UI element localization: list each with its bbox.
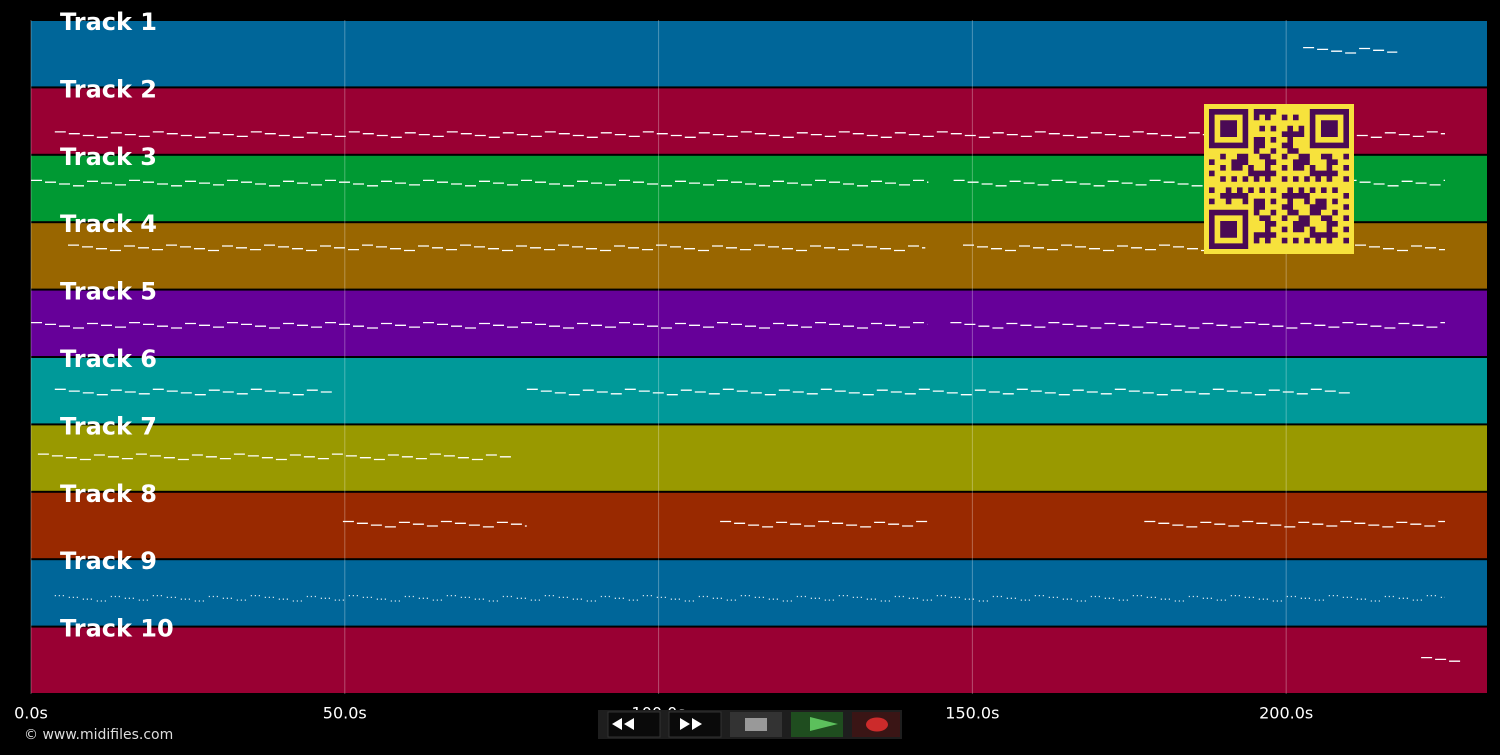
track-label: Track 8 — [60, 480, 157, 508]
copyright: © www.midifiles.com — [24, 727, 173, 743]
track-lane — [31, 358, 1487, 424]
grid — [30, 20, 1287, 694]
track-lane — [31, 425, 1487, 491]
notes — [31, 46, 1461, 662]
note-run — [31, 321, 928, 329]
forward-button[interactable] — [668, 711, 722, 738]
transport-controls — [598, 710, 902, 739]
note-run — [1144, 520, 1445, 528]
track-labels: Track 1 Track 2 Track 3 Track 4 Track 5 Track… — [60, 8, 174, 643]
note-run — [31, 179, 929, 187]
note-run — [526, 388, 1350, 396]
note-run — [37, 453, 511, 461]
track-lane — [31, 290, 1487, 356]
track-label: Track 6 — [60, 345, 157, 373]
track-label: Track 5 — [60, 278, 157, 306]
track-label: Track 9 — [60, 547, 157, 575]
track-label: Track 10 — [60, 615, 174, 643]
note-run — [1303, 46, 1398, 54]
x-tick-label: 150.0s — [945, 704, 999, 723]
track-label: Track 4 — [60, 210, 157, 238]
track-label: Track 2 — [60, 75, 157, 103]
note-run — [720, 520, 928, 528]
play-button[interactable] — [791, 712, 843, 737]
x-tick-label: 0.0s — [14, 704, 48, 723]
note-run — [1421, 656, 1461, 662]
record-button[interactable] — [852, 712, 900, 737]
qr-pattern — [1209, 109, 1349, 249]
note-run — [54, 388, 332, 396]
track-label: Track 1 — [60, 8, 157, 36]
x-tick-label: 200.0s — [1259, 704, 1313, 723]
stop-button[interactable] — [730, 712, 782, 737]
track-lane — [31, 560, 1487, 626]
qr-code — [1204, 104, 1354, 254]
track-lane — [31, 627, 1487, 693]
track-label: Track 7 — [60, 412, 157, 440]
note-run — [68, 244, 926, 252]
rewind-button[interactable] — [607, 711, 661, 738]
track-lane — [31, 21, 1487, 87]
track-label: Track 3 — [60, 143, 157, 171]
x-tick-label: 50.0s — [323, 704, 367, 723]
note-run — [950, 321, 1445, 329]
note-run — [342, 520, 527, 528]
